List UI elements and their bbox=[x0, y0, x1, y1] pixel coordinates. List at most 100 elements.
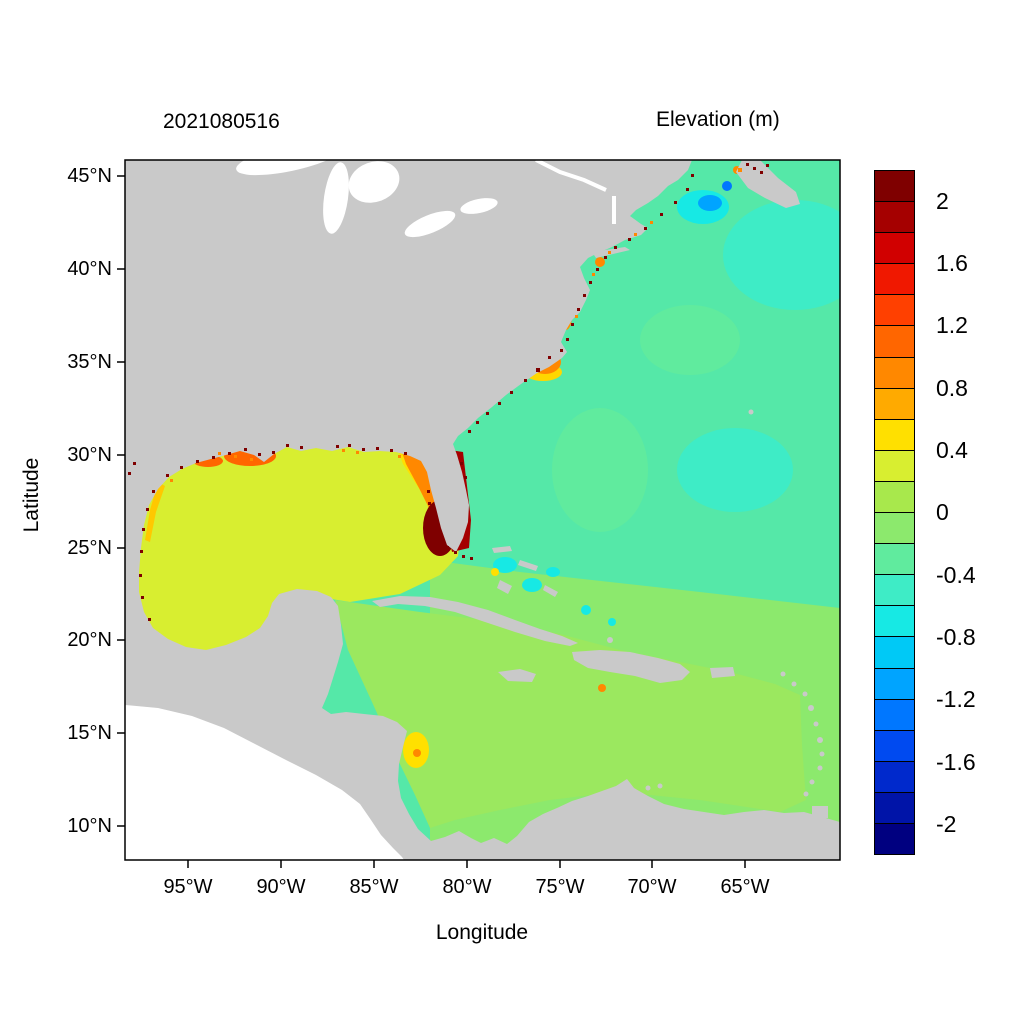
great-lakes bbox=[236, 160, 616, 238]
y-tick-10n: 10°N bbox=[67, 815, 112, 837]
island-bermuda bbox=[748, 409, 754, 415]
island-andros bbox=[497, 580, 512, 594]
land-north-america bbox=[125, 160, 840, 860]
island-antilles-5 bbox=[813, 721, 819, 727]
colorbar-block bbox=[875, 202, 914, 234]
colorbar-block bbox=[875, 264, 914, 296]
colorbar-block bbox=[875, 575, 914, 607]
island-antilles-3 bbox=[802, 691, 808, 697]
colorbar-block bbox=[875, 637, 914, 669]
island-aruba bbox=[657, 783, 663, 789]
y-tick-40n: 40°N bbox=[67, 258, 112, 280]
cb-tick-m2: -2 bbox=[936, 811, 957, 837]
colorbar-title: Elevation (m) bbox=[656, 108, 780, 131]
colorbar-block bbox=[875, 357, 914, 389]
island-cuba bbox=[372, 596, 578, 646]
colorbar-block bbox=[875, 388, 914, 420]
island-bahamas-2 bbox=[518, 560, 538, 571]
west-florida-shelf-orange bbox=[402, 452, 443, 518]
x-tick-90w: 90°W bbox=[256, 876, 306, 898]
hispaniola-orange-dot bbox=[598, 684, 606, 692]
colorbar-block bbox=[875, 606, 914, 638]
nj-orange-dot bbox=[595, 257, 605, 267]
x-tick-70w: 70°W bbox=[627, 876, 677, 898]
lake-champlain bbox=[612, 196, 616, 224]
lake-michigan bbox=[323, 162, 349, 234]
colorbar-block bbox=[875, 699, 914, 731]
lake-erie bbox=[404, 210, 456, 238]
colorbar-block bbox=[875, 295, 914, 327]
x-axis-label: Longitude bbox=[435, 921, 529, 944]
plot-date-title: 2021080516 bbox=[163, 110, 280, 133]
lake-huron bbox=[348, 161, 400, 203]
y-tick-20n: 20°N bbox=[67, 629, 112, 651]
colorbar-block bbox=[875, 792, 914, 824]
colorbar-block bbox=[875, 233, 914, 265]
lake-ontario bbox=[460, 198, 498, 214]
x-tick-80w: 80°W bbox=[442, 876, 492, 898]
island-trinidad bbox=[812, 806, 828, 818]
ocean-green-tongue-2 bbox=[640, 305, 740, 375]
colorbar-block bbox=[875, 419, 914, 451]
y-tick-25n: 25°N bbox=[67, 537, 112, 559]
cb-tick-m1p2: -1.2 bbox=[936, 686, 976, 712]
colorbar-block bbox=[875, 544, 914, 576]
no-data-pacific bbox=[125, 705, 404, 860]
island-antilles-6 bbox=[817, 737, 823, 743]
ocean-deep-teal-patch bbox=[723, 200, 840, 310]
land-nova-scotia bbox=[736, 160, 800, 208]
y-tick-15n: 15°N bbox=[67, 722, 112, 744]
cb-tick-2: 2 bbox=[936, 188, 949, 214]
ocean-gulf-of-mexico bbox=[125, 430, 462, 655]
cb-tick-0: 0 bbox=[936, 499, 949, 525]
fundy-blue-dot bbox=[722, 181, 732, 191]
st-lawrence-river bbox=[535, 160, 607, 192]
colorbar-block bbox=[875, 326, 914, 358]
island-antilles-7 bbox=[819, 751, 825, 757]
bahamas-cyan-3 bbox=[546, 567, 560, 577]
cb-tick-1p6: 1.6 bbox=[936, 250, 968, 276]
island-antilles-8 bbox=[817, 765, 823, 771]
colorbar-block bbox=[875, 730, 914, 762]
island-turks bbox=[607, 637, 613, 643]
islands bbox=[372, 160, 828, 818]
island-hispaniola bbox=[572, 650, 690, 683]
island-bahamas-1 bbox=[492, 546, 512, 553]
cuba-ne-cyan-spot bbox=[581, 605, 591, 615]
colorbar-block bbox=[875, 761, 914, 793]
y-tick-45n: 45°N bbox=[67, 165, 112, 187]
island-jamaica bbox=[498, 669, 536, 682]
colorbar-block bbox=[875, 450, 914, 482]
ocean-deep-teal-patch-2 bbox=[677, 428, 793, 512]
colorbar-block bbox=[875, 171, 914, 203]
ocean-green-tongue bbox=[552, 408, 648, 532]
island-bahamas-3 bbox=[543, 585, 558, 597]
island-antilles-10 bbox=[803, 791, 809, 797]
x-tick-85w: 85°W bbox=[349, 876, 399, 898]
colorbar-block bbox=[875, 481, 914, 514]
island-antilles-4 bbox=[808, 705, 814, 711]
island-puerto-rico bbox=[710, 667, 735, 678]
island-antilles-1 bbox=[780, 671, 786, 677]
y-tick-35n: 35°N bbox=[67, 351, 112, 373]
cuba-ne-cyan-spot-2 bbox=[608, 618, 616, 626]
lake-superior bbox=[236, 160, 344, 176]
colorbar-block bbox=[875, 513, 914, 545]
colorbar bbox=[874, 170, 915, 855]
colorbar-block bbox=[875, 823, 914, 855]
x-tick-65w: 65°W bbox=[720, 876, 770, 898]
cb-tick-m1p6: -1.6 bbox=[936, 749, 976, 775]
cb-tick-m0p4: -0.4 bbox=[936, 562, 976, 588]
island-antilles-2 bbox=[791, 681, 797, 687]
x-tick-75w: 75°W bbox=[535, 876, 585, 898]
colorbar-block bbox=[875, 668, 914, 700]
island-curacao bbox=[645, 785, 651, 791]
cb-tick-0p8: 0.8 bbox=[936, 375, 968, 401]
nicaragua-orange-dot bbox=[413, 749, 421, 757]
y-axis-label: Latitude bbox=[20, 457, 43, 533]
island-antilles-9 bbox=[809, 779, 815, 785]
cb-tick-1p2: 1.2 bbox=[936, 312, 968, 338]
bahamas-cyan-2 bbox=[522, 578, 542, 592]
